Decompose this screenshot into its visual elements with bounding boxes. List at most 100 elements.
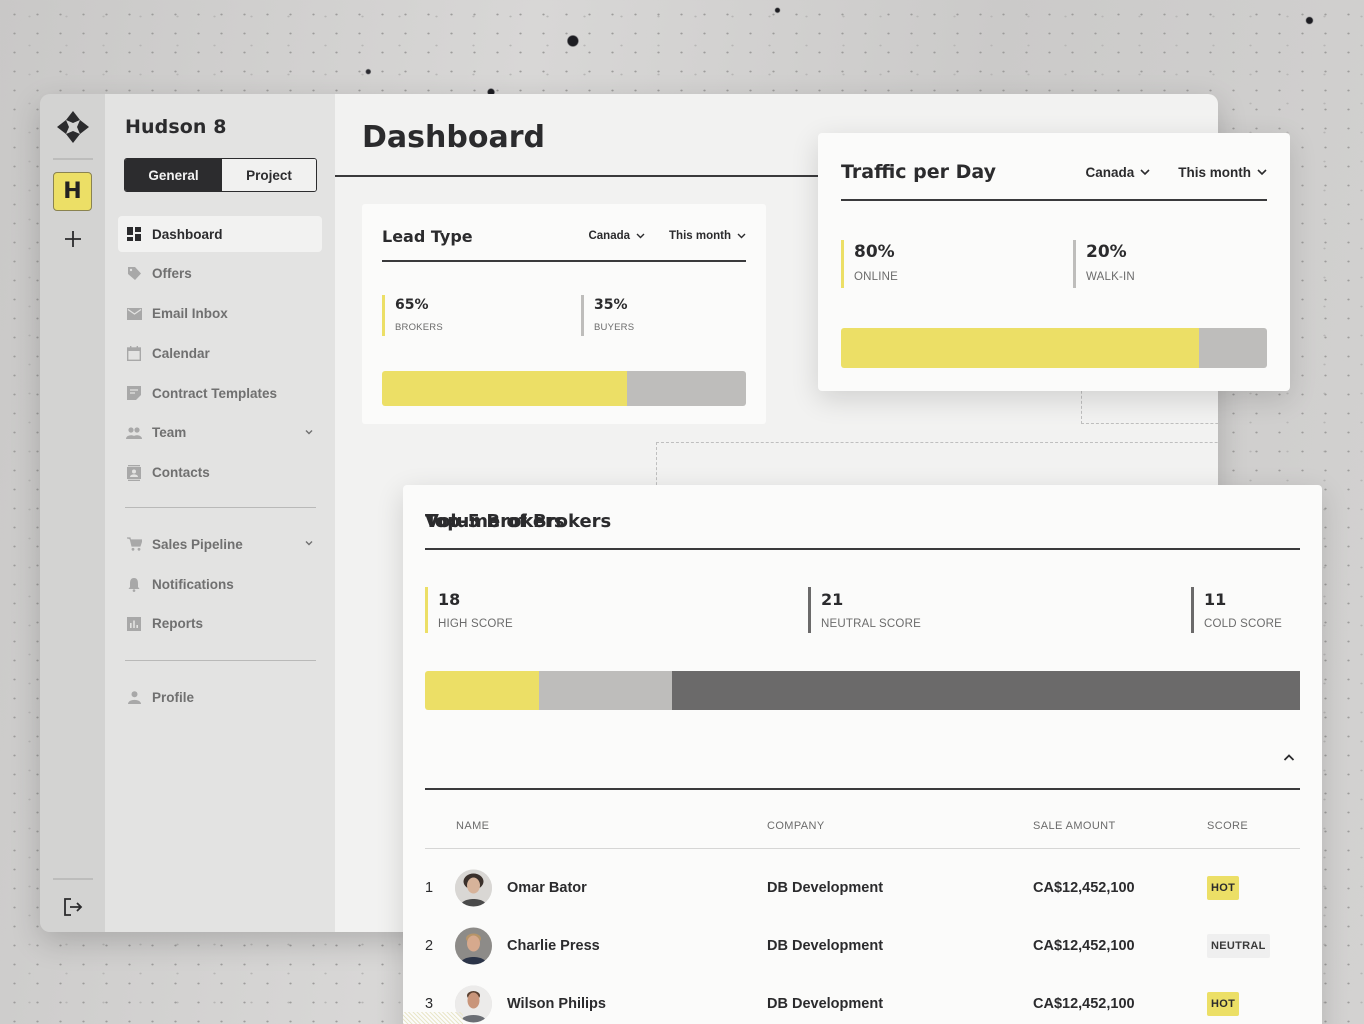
period-dropdown[interactable]: This month xyxy=(1178,165,1267,180)
table-row[interactable]: 1 Omar Bator DB Development CA$12,452,10… xyxy=(425,859,1300,917)
nav-list-secondary: Sales Pipeline Notifications Reports xyxy=(118,526,317,642)
company: DB Development xyxy=(767,938,884,954)
calendar-icon xyxy=(126,345,142,361)
contacts-icon xyxy=(126,464,142,481)
card-title: Lead Type xyxy=(382,226,473,246)
project-title: Hudson 8 xyxy=(125,116,227,138)
region-dropdown[interactable]: Canada xyxy=(1085,165,1150,180)
chevron-down-icon[interactable] xyxy=(304,538,314,548)
sidebar-item-notifications[interactable]: Notifications xyxy=(118,566,322,602)
volume-of-brokers-card: Volume of Brokers 18 HIGH SCORE 21 NEUTR… xyxy=(403,485,1322,1024)
sidebar-item-reports[interactable]: Reports xyxy=(118,606,322,642)
chart-icon xyxy=(126,616,142,632)
lead-type-bar xyxy=(382,371,746,406)
rail-divider xyxy=(52,158,93,160)
rank: 1 xyxy=(425,880,434,896)
dashboard-icon xyxy=(126,226,142,242)
broker-name[interactable]: Charlie Press xyxy=(507,938,600,954)
bar-segment-neutral xyxy=(538,671,672,710)
sidebar-item-email-inbox[interactable]: Email Inbox xyxy=(118,296,322,332)
stat-high-score: 18 HIGH SCORE xyxy=(425,587,513,633)
bar-segment-cold xyxy=(671,671,1300,710)
bell-icon xyxy=(126,576,142,592)
stat-label: COLD SCORE xyxy=(1204,618,1283,630)
bar-segment-high xyxy=(425,671,539,710)
rail-divider xyxy=(52,878,93,880)
card-rule xyxy=(425,788,1300,790)
period-dropdown[interactable]: This month xyxy=(669,230,746,242)
sale-amount: CA$12,452,100 xyxy=(1033,880,1135,896)
rank: 3 xyxy=(425,996,434,1012)
column-header-name[interactable]: NAME xyxy=(456,819,490,832)
broker-name[interactable]: Omar Bator xyxy=(507,880,587,896)
stat-neutral-score: 21 NEUTRAL SCORE xyxy=(808,587,921,633)
sidebar-item-contract-templates[interactable]: Contract Templates xyxy=(118,375,322,411)
sidebar-item-label: Dashboard xyxy=(152,226,223,242)
tab-project[interactable]: Project xyxy=(222,159,316,191)
company: DB Development xyxy=(767,880,884,896)
sidebar-item-label: Contract Templates xyxy=(152,385,278,401)
stat-value: 80% xyxy=(854,242,895,262)
column-header-company[interactable]: COMPANY xyxy=(767,819,825,832)
chevron-up-icon[interactable] xyxy=(1282,751,1296,765)
region-dropdown[interactable]: Canada xyxy=(588,230,645,242)
sidebar-item-sales-pipeline[interactable]: Sales Pipeline xyxy=(118,526,322,562)
broker-name[interactable]: Wilson Philips xyxy=(507,996,606,1012)
sale-amount: CA$12,452,100 xyxy=(1033,996,1135,1012)
stat-label: WALK-IN xyxy=(1086,271,1135,283)
stat-buyers: 35% BUYERS xyxy=(581,295,634,336)
sidebar-item-dashboard[interactable]: Dashboard xyxy=(118,216,322,252)
table-row[interactable]: 2 Charlie Press DB Development CA$12,452… xyxy=(425,917,1300,975)
region-value: Canada xyxy=(1085,164,1135,180)
sidebar-item-profile[interactable]: Profile xyxy=(118,679,322,715)
stat-label: ONLINE xyxy=(854,271,899,283)
sidebar-item-label: Calendar xyxy=(152,345,210,361)
sidebar-item-offers[interactable]: Offers xyxy=(118,256,322,292)
add-icon[interactable] xyxy=(63,229,83,249)
stat-value: 35% xyxy=(594,297,628,313)
card-rule xyxy=(425,548,1300,550)
stat-label: BROKERS xyxy=(395,322,443,333)
nav-list-profile: Profile xyxy=(118,679,317,715)
period-value: This month xyxy=(1178,164,1251,180)
stat-value: 65% xyxy=(395,297,429,313)
chevron-down-icon xyxy=(1140,168,1150,175)
volume-bar xyxy=(425,671,1300,710)
bar-segment-brokers xyxy=(382,371,627,406)
stat-value: 18 xyxy=(438,590,461,609)
stat-brokers: 65% BROKERS xyxy=(382,295,443,336)
lead-type-card: Lead Type Canada This month 65% BROKERS xyxy=(362,204,766,424)
sidebar-item-contacts[interactable]: Contacts xyxy=(118,455,322,491)
nav-divider xyxy=(125,506,316,509)
logo-star-icon xyxy=(56,111,89,143)
section-title: Top-5 Brokers xyxy=(425,511,565,532)
bar-segment-walk-in xyxy=(1199,328,1267,368)
scope-toggle: General Project xyxy=(124,158,317,192)
sidebar-item-team[interactable]: Team xyxy=(118,415,322,451)
stat-label: HIGH SCORE xyxy=(438,618,513,630)
score-badge: HOT xyxy=(1207,876,1240,900)
sale-amount: CA$12,452,100 xyxy=(1033,938,1135,954)
page-title: Dashboard xyxy=(362,120,545,155)
stat-value: 21 xyxy=(821,590,844,609)
tab-general[interactable]: General xyxy=(125,159,222,191)
rank: 2 xyxy=(425,938,434,954)
stat-online: 80% ONLINE xyxy=(841,240,898,288)
column-header-score[interactable]: SCORE xyxy=(1207,819,1249,832)
sidebar-item-label: Contacts xyxy=(152,465,210,481)
sidebar-item-calendar[interactable]: Calendar xyxy=(118,335,322,371)
score-badge: NEUTRAL xyxy=(1207,934,1270,958)
mail-icon xyxy=(126,306,142,322)
table-row[interactable]: 3 Wilson Philips DB Development CA$12,45… xyxy=(425,975,1300,1024)
top-brokers-table: NAME COMPANY SALE AMOUNT SCORE 1 Omar Ba… xyxy=(425,803,1300,1024)
score-badge: HOT xyxy=(1207,992,1240,1016)
column-header-sale-amount[interactable]: SALE AMOUNT xyxy=(1033,819,1116,832)
logout-icon[interactable] xyxy=(62,896,84,918)
icon-rail: H xyxy=(40,94,105,932)
stat-cold-score: 11 COLD SCORE xyxy=(1191,587,1282,633)
traffic-per-day-card: Traffic per Day Canada This month 80% ON… xyxy=(818,133,1290,391)
sidebar-item-label: Offers xyxy=(152,266,192,282)
workspace-badge[interactable]: H xyxy=(53,172,92,211)
table-header: NAME COMPANY SALE AMOUNT SCORE xyxy=(425,803,1300,849)
chevron-down-icon[interactable] xyxy=(304,427,314,437)
